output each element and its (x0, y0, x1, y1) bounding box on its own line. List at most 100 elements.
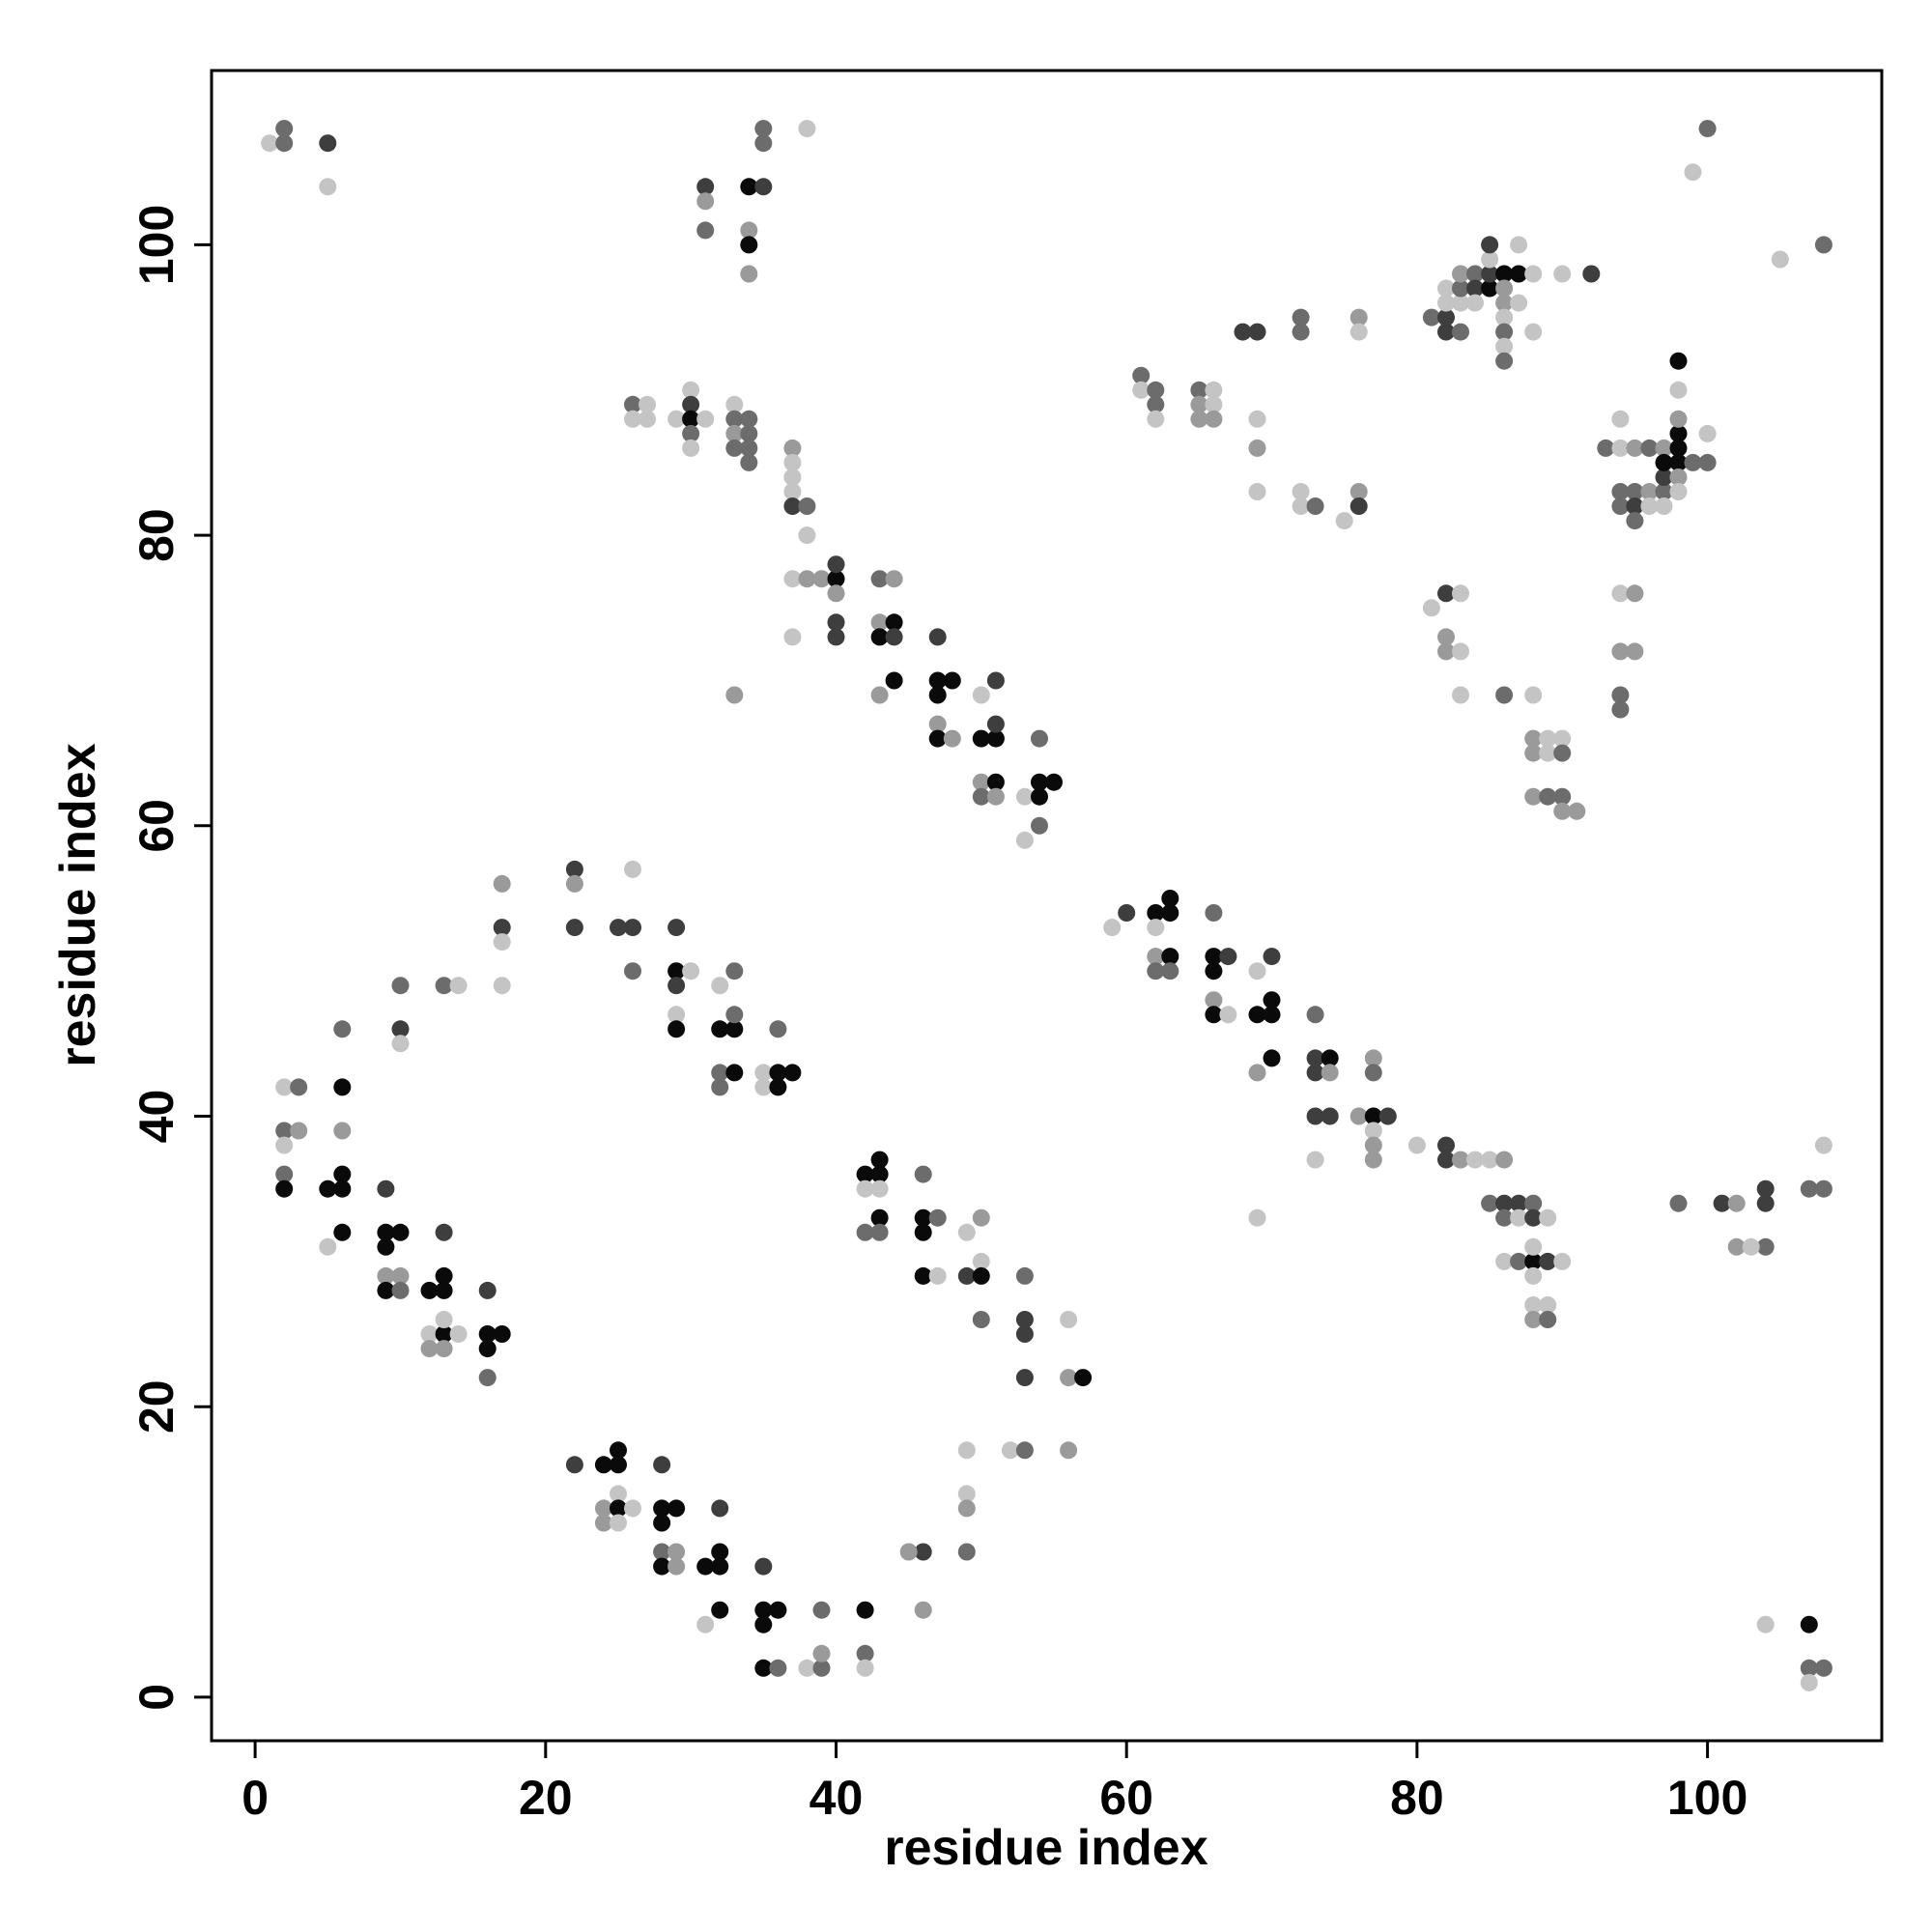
x-tick-label: 60 (1099, 1771, 1153, 1825)
data-point (1495, 352, 1514, 370)
data-point (1205, 1006, 1223, 1024)
data-point (1800, 1179, 1818, 1198)
data-point (1466, 1151, 1484, 1169)
data-point (668, 1006, 686, 1024)
data-point (711, 1078, 729, 1096)
data-point (1510, 265, 1528, 283)
data-point (928, 628, 947, 646)
data-point (1524, 1237, 1543, 1256)
data-point (1481, 236, 1499, 254)
data-point (377, 1223, 395, 1241)
data-point (754, 1601, 773, 1619)
data-point (1742, 1237, 1760, 1256)
data-point (1539, 1311, 1557, 1328)
data-point (928, 715, 947, 733)
data-point (1553, 265, 1572, 283)
data-point (1669, 352, 1688, 370)
data-point (740, 178, 758, 196)
data-point (827, 628, 845, 646)
data-point (972, 787, 990, 806)
data-point (1684, 453, 1702, 471)
data-point (1510, 1252, 1528, 1270)
data-point (812, 1601, 831, 1619)
data-point (986, 787, 1005, 806)
x-tick-label: 80 (1390, 1771, 1444, 1825)
data-point (639, 395, 656, 413)
data-point (783, 570, 802, 588)
data-point (986, 729, 1005, 748)
data-point (261, 134, 279, 153)
data-point (668, 962, 686, 980)
data-point (1553, 802, 1572, 820)
data-point (1292, 308, 1310, 327)
data-point (624, 395, 641, 413)
data-point (870, 628, 889, 646)
data-point (1364, 1049, 1382, 1067)
data-point (1147, 395, 1165, 413)
data-point (754, 1064, 773, 1082)
data-point (1495, 279, 1514, 298)
data-point (1495, 1151, 1514, 1169)
data-point (711, 1543, 729, 1561)
data-point (1205, 962, 1223, 980)
data-point (1626, 642, 1644, 661)
data-point (1364, 1064, 1382, 1082)
data-point (1626, 483, 1644, 500)
y-tick-label: 0 (129, 1684, 184, 1711)
data-point (957, 1485, 976, 1503)
data-point (740, 265, 758, 283)
data-point (1001, 1441, 1019, 1460)
data-point (957, 1499, 976, 1518)
data-point (1669, 453, 1688, 471)
data-point (1684, 163, 1702, 182)
data-point (798, 526, 816, 545)
data-point (986, 671, 1005, 690)
y-axis-title: residue index (50, 743, 106, 1066)
data-point (914, 1601, 932, 1619)
data-point (1205, 410, 1223, 428)
data-point (493, 919, 511, 937)
data-point (1060, 1441, 1078, 1460)
data-point (1190, 381, 1208, 399)
data-point (972, 1266, 990, 1285)
data-point (725, 1006, 744, 1024)
data-point (1031, 773, 1048, 791)
x-tick-label: 40 (810, 1771, 864, 1825)
data-point (1539, 1208, 1557, 1227)
data-point (914, 1223, 932, 1241)
data-point (1756, 1179, 1775, 1198)
data-point (812, 1659, 831, 1677)
data-point (754, 134, 773, 153)
data-point (798, 1659, 816, 1677)
data-point (391, 1020, 410, 1038)
data-point (769, 1078, 787, 1096)
data-point (1553, 787, 1572, 806)
data-point (420, 1325, 439, 1343)
data-point (682, 424, 700, 442)
data-point (972, 773, 990, 791)
data-point (1219, 1006, 1237, 1024)
data-point (986, 715, 1005, 733)
data-point (275, 1179, 294, 1198)
data-point (333, 1122, 352, 1140)
data-point (1553, 744, 1572, 762)
data-point (1495, 1208, 1514, 1227)
data-point (798, 570, 816, 588)
data-point (856, 1601, 874, 1619)
data-point (928, 671, 947, 690)
data-point (711, 1020, 729, 1038)
data-point (1060, 1311, 1078, 1328)
data-point (769, 1020, 787, 1038)
data-point (1248, 439, 1266, 457)
data-point (391, 1035, 410, 1053)
data-point (1147, 410, 1165, 428)
data-point (1364, 1122, 1382, 1140)
data-point (1437, 628, 1455, 646)
data-point (1248, 1064, 1266, 1082)
data-point (682, 410, 700, 428)
data-point (1292, 323, 1310, 341)
data-point (319, 1237, 337, 1256)
data-point (928, 1266, 947, 1285)
data-point (1814, 236, 1833, 254)
data-point (1481, 279, 1499, 298)
